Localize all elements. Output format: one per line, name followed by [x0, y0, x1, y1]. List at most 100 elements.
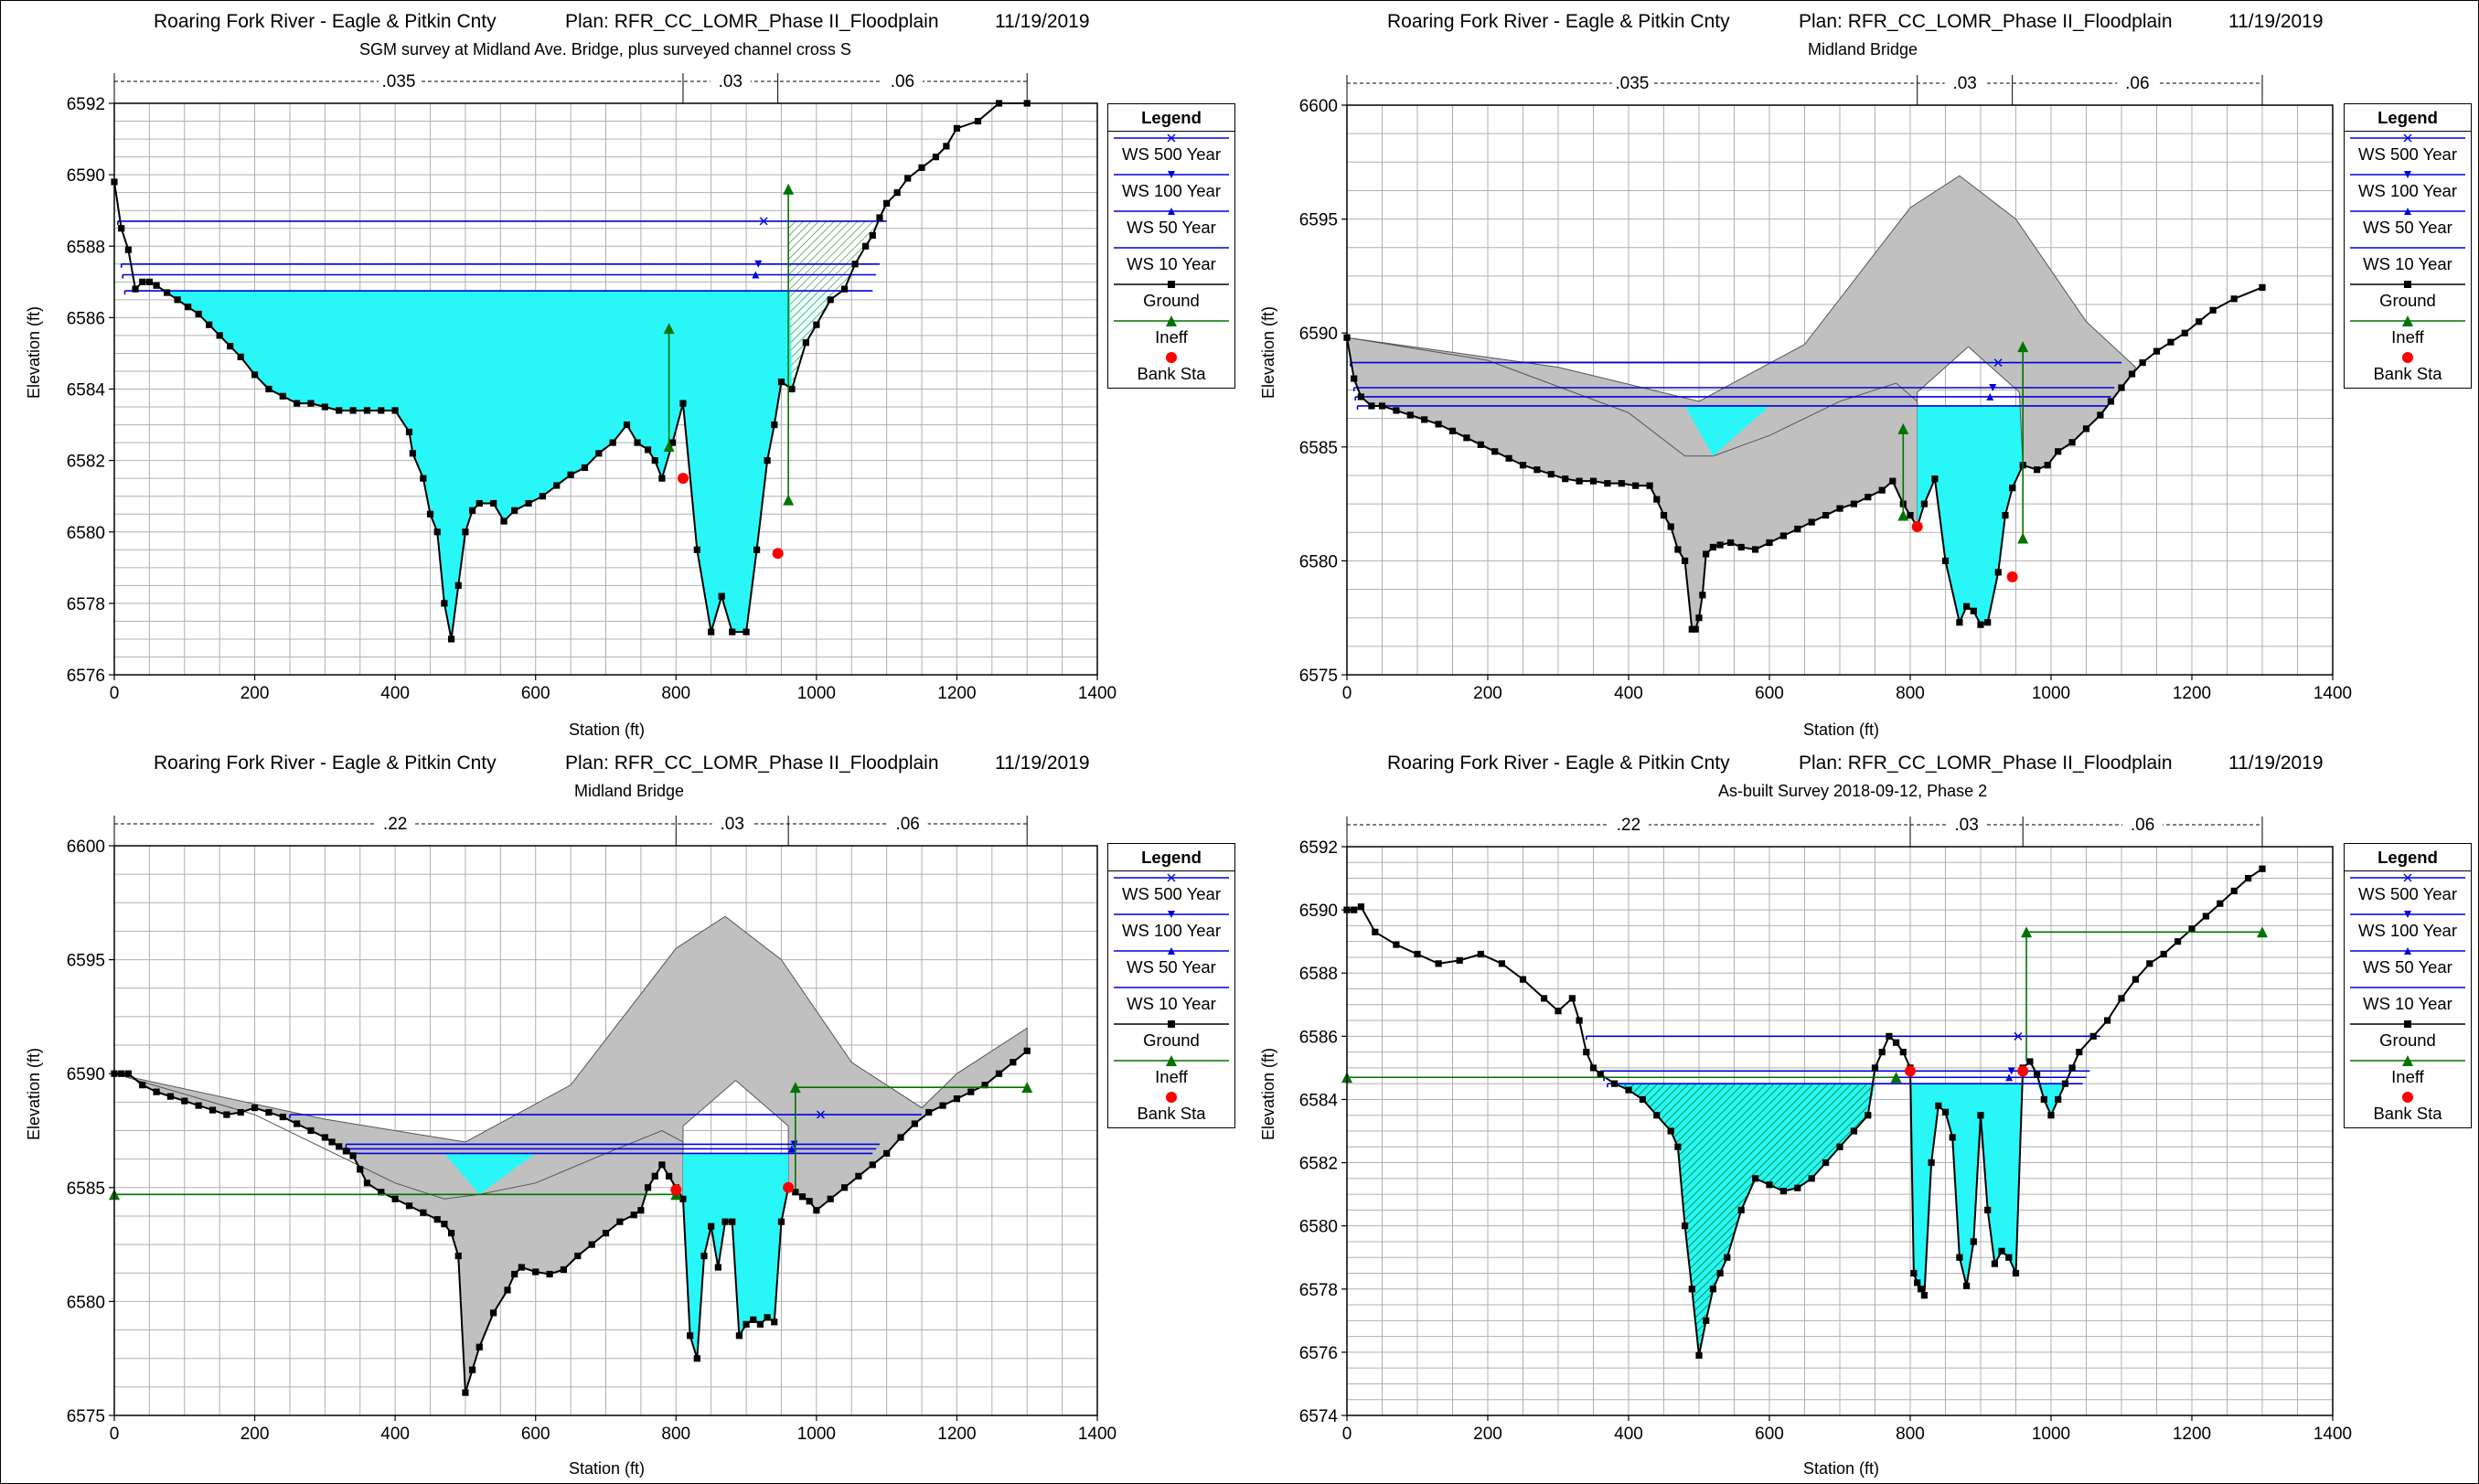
ground-point — [2202, 913, 2209, 920]
water-under-bridge — [443, 1153, 536, 1195]
ground-point — [441, 600, 448, 607]
ground-point — [1914, 1279, 1921, 1286]
ground-point — [967, 1088, 975, 1095]
triangle-up-icon — [2350, 947, 2465, 955]
legend-item-ground: Ground — [2345, 278, 2471, 315]
ineff-marker — [1890, 1072, 1902, 1084]
ws-marker-triangle — [754, 260, 763, 268]
ground-point — [420, 1209, 427, 1216]
ground-point — [279, 1113, 286, 1121]
ground-point — [454, 582, 462, 589]
manning-n-label: .03 — [1952, 74, 1976, 93]
x-tick-label: 600 — [1755, 684, 1784, 703]
plain-line — [1114, 247, 1229, 249]
legend-item-ws500: WS 500 Year — [2345, 132, 2471, 168]
ws-marker-x — [816, 1110, 825, 1119]
ineffective-flow-hatch — [788, 220, 887, 390]
ground-point — [2002, 511, 2009, 519]
ground-point — [840, 1184, 849, 1191]
ground-point — [349, 1152, 357, 1159]
chart-plot: 0 200 400 600 800 1000 1200 1400 6576 6578 6580 658… — [67, 71, 1117, 703]
ground-point — [1941, 557, 1950, 564]
ground-point — [1533, 466, 1541, 474]
legend-marker — [1167, 133, 1176, 143]
legend-label: WS 500 Year — [1122, 144, 1221, 164]
ground-point — [602, 1230, 610, 1237]
x-tick-label: 200 — [1473, 1425, 1502, 1444]
ground-point — [1378, 402, 1386, 410]
ground-point — [265, 385, 272, 393]
ground-point — [454, 1252, 462, 1260]
legend-marker — [1166, 315, 1177, 326]
ground-point — [630, 1212, 637, 1219]
ground-point — [405, 428, 413, 435]
ground-point — [139, 278, 146, 285]
x-tick-label: 0 — [1342, 1425, 1352, 1444]
manning-n-label-bg — [378, 71, 419, 90]
square-icon — [1114, 281, 1229, 288]
ground-point — [2230, 887, 2238, 894]
x-tick-label: 0 — [110, 684, 120, 703]
manning-n-label-bg — [1946, 815, 1987, 833]
ground-point — [433, 1216, 441, 1223]
ground-point — [2181, 329, 2188, 336]
y-tick-label: 6588 — [67, 238, 105, 257]
ground-point — [532, 1268, 540, 1276]
triangle-up-icon — [2350, 1055, 2465, 1066]
x-tick-label: 1000 — [2032, 684, 2070, 703]
ground-point — [2076, 1049, 2083, 1056]
ground-point — [616, 1218, 624, 1225]
x-tick-label: 1400 — [1078, 1425, 1117, 1444]
square-icon — [2350, 1020, 2465, 1028]
ws-marker-triangle — [752, 271, 760, 279]
legend-label: Bank Sta — [1137, 1104, 1206, 1123]
manning-n-label-bg — [882, 71, 923, 90]
ground-point — [1752, 1175, 1759, 1182]
x-tick-label: 400 — [380, 1425, 410, 1444]
circle-icon — [2402, 1092, 2413, 1103]
ground-point — [1779, 532, 1787, 539]
ground-point — [1963, 603, 1971, 610]
legend-label: WS 500 Year — [2358, 884, 2457, 903]
x-tick-label: 1200 — [937, 1425, 976, 1444]
ground-point — [2034, 1071, 2041, 1078]
ground-point — [357, 1166, 364, 1173]
ground-point — [336, 407, 343, 414]
ground-point — [581, 464, 589, 472]
ground-point — [1899, 1049, 1907, 1056]
ground-point — [2055, 448, 2062, 455]
legend-marker — [2403, 873, 2412, 882]
legend-label: Bank Sta — [2373, 1104, 2442, 1123]
ground-point — [2118, 384, 2125, 391]
ground-point — [764, 1314, 771, 1321]
ground-point — [1406, 411, 1414, 419]
ground-point — [609, 439, 616, 446]
ws-marker-x — [1993, 358, 2003, 368]
ground-point — [1970, 607, 1977, 614]
ground-point — [391, 407, 399, 414]
ground-line — [113, 102, 1028, 640]
ground-point — [294, 400, 301, 407]
chart-subtitle: SGM survey at Midland Ave. Bridge, plus … — [359, 40, 851, 59]
manning-n-label-bg — [2122, 815, 2164, 833]
legend-label: Ineff — [1155, 327, 1188, 347]
ground-point — [2104, 1017, 2111, 1024]
ground-point — [1618, 480, 1625, 487]
ground-point — [1589, 1064, 1597, 1072]
plan-label: Plan: RFR_CC_LOMR_Phase II_Floodplain — [1799, 753, 2173, 774]
ground-point — [124, 246, 132, 253]
legend-item-ws100: WS 100 Year — [2345, 168, 2471, 205]
ground-point — [932, 153, 939, 161]
ws-marker-triangle — [1989, 384, 1997, 392]
ground-point — [1836, 1143, 1843, 1150]
ground-point — [2097, 411, 2104, 419]
ground-point — [771, 421, 778, 429]
legend-label: WS 100 Year — [2358, 921, 2457, 940]
ground-point — [1653, 496, 1661, 503]
plan-date: 11/19/2019 — [995, 11, 1090, 32]
y-tick-label: 6575 — [1299, 667, 1338, 686]
ground-point — [714, 1264, 721, 1271]
ground-point — [1865, 1112, 1872, 1119]
bank-station-marker — [2017, 1065, 2029, 1077]
x-tick-label: 1000 — [797, 1425, 836, 1444]
